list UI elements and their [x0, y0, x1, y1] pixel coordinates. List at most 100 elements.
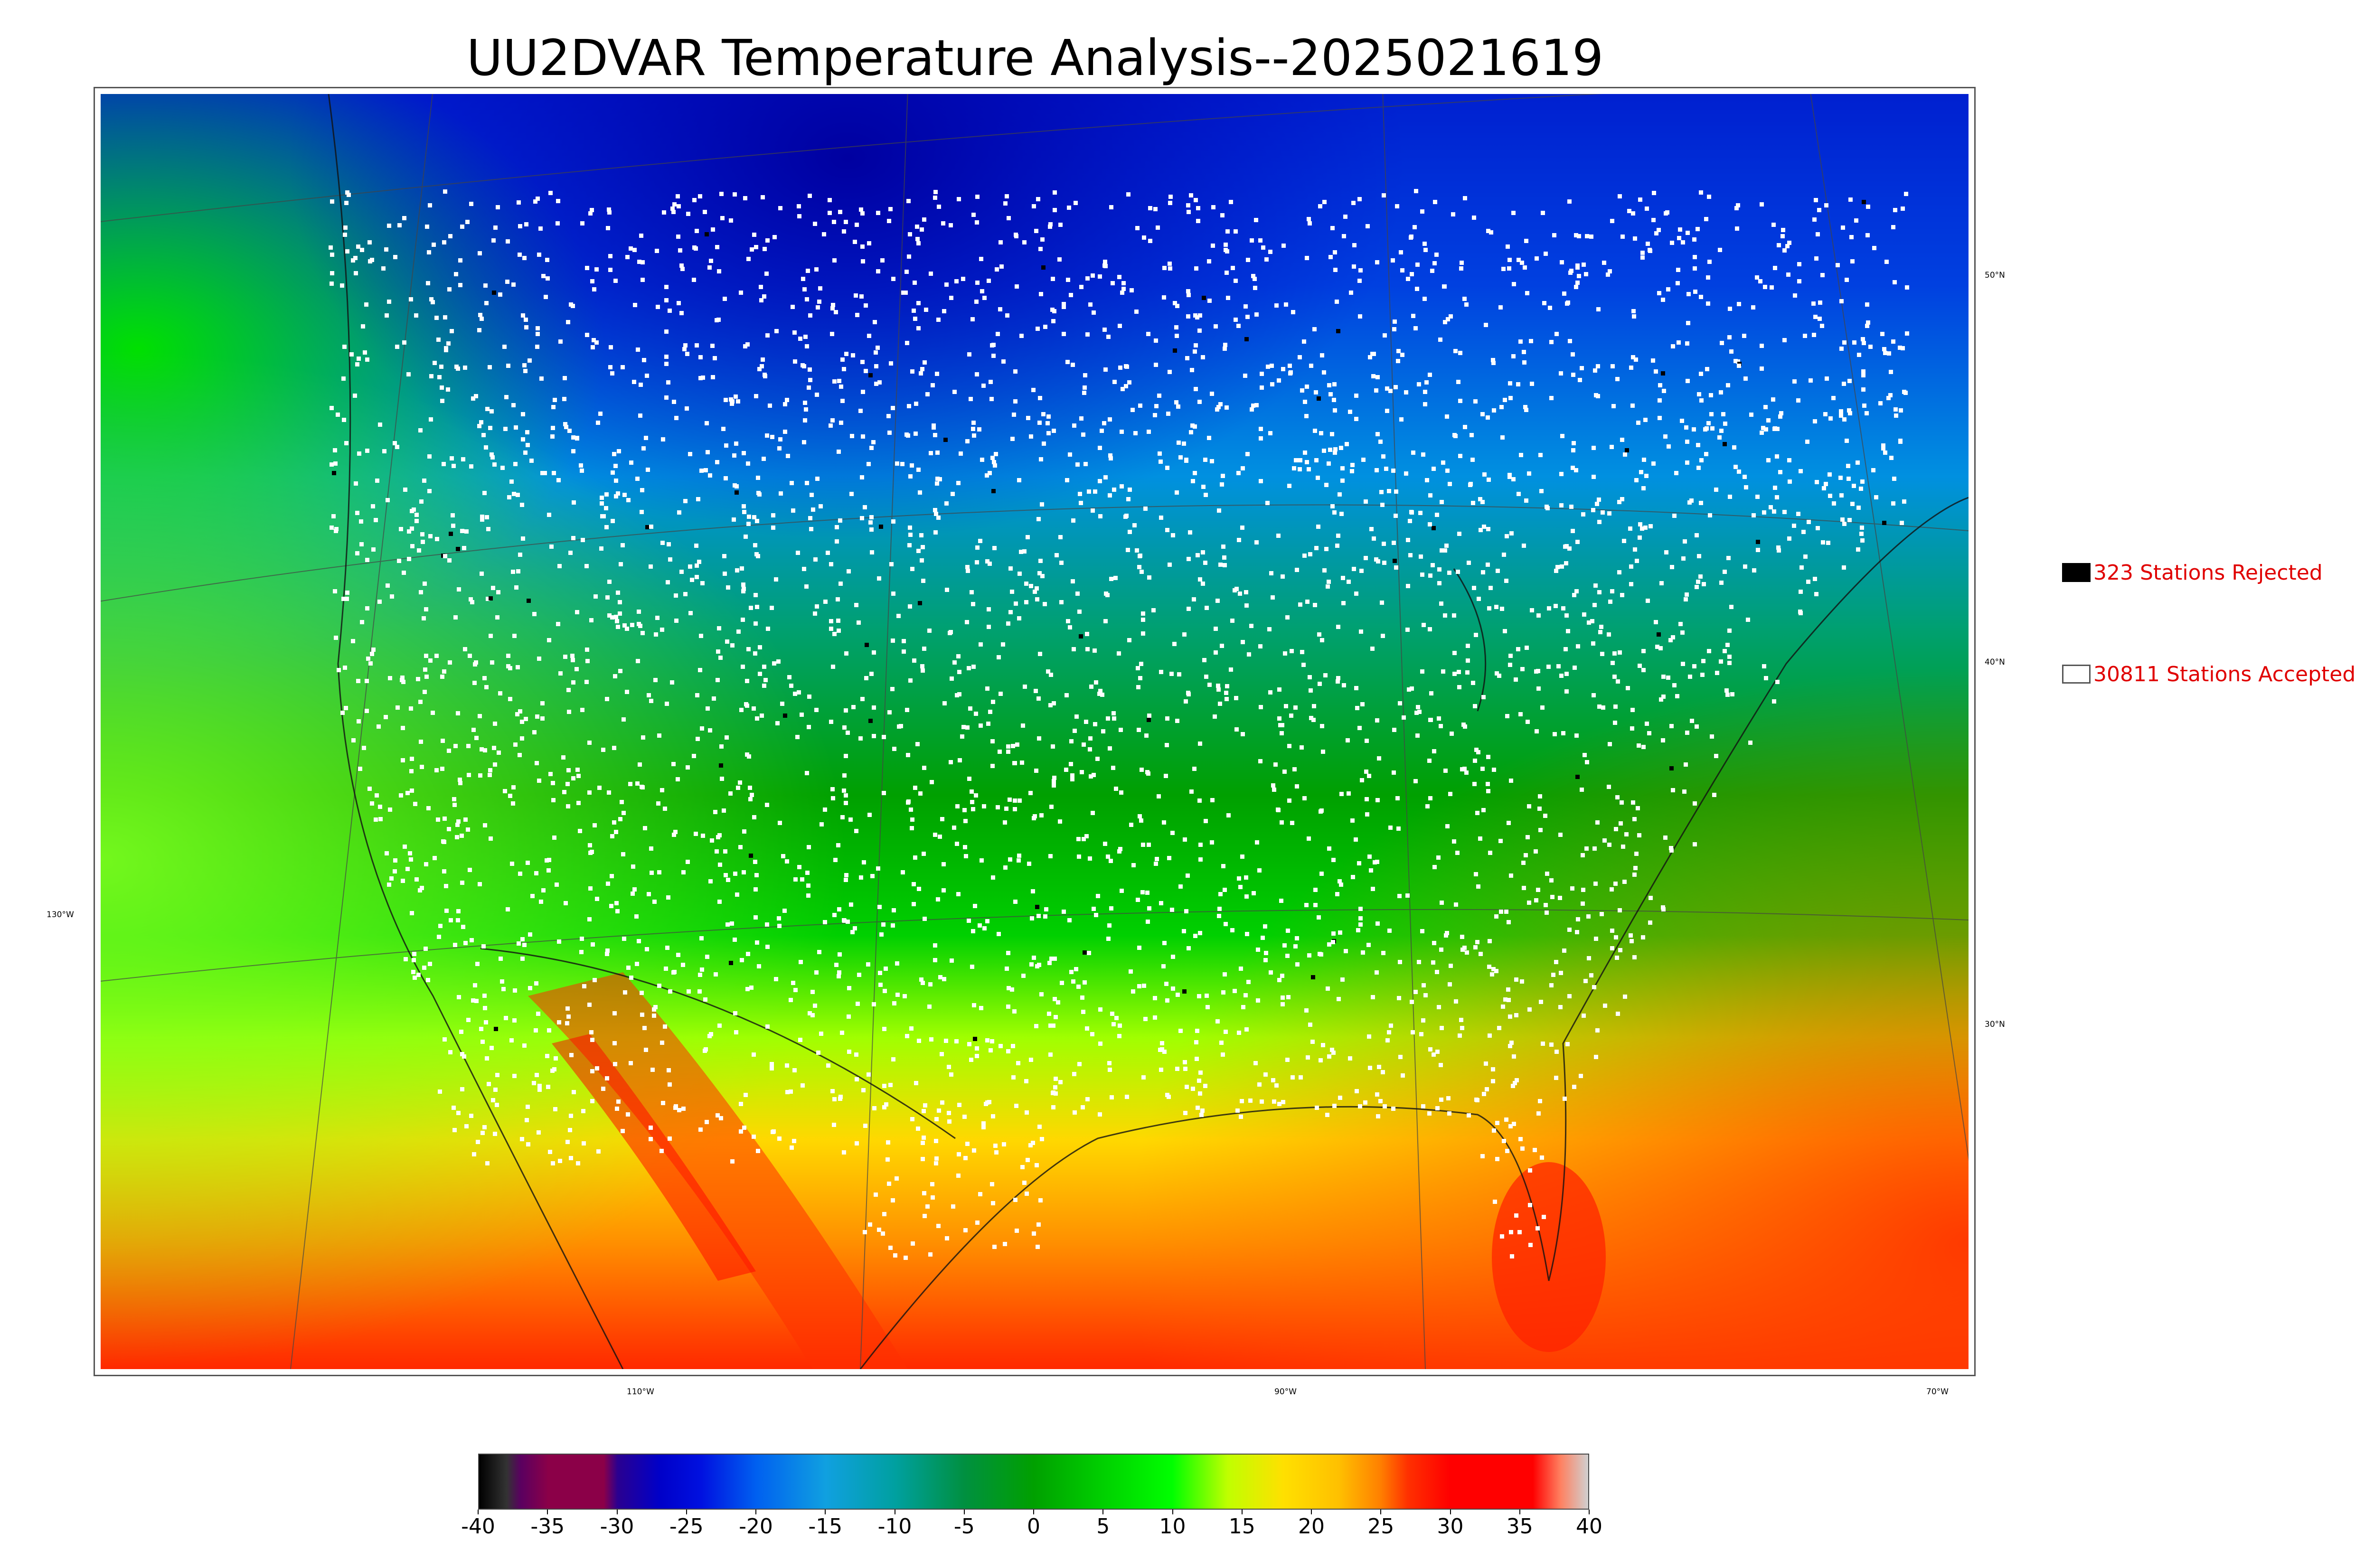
accepted-station-marker	[1866, 320, 1870, 325]
accepted-station-marker	[1060, 981, 1064, 985]
accepted-station-marker	[1357, 861, 1361, 865]
accepted-station-marker	[826, 551, 830, 555]
accepted-station-marker	[1198, 313, 1202, 318]
accepted-station-marker	[922, 852, 926, 856]
accepted-station-marker	[768, 404, 772, 408]
accepted-station-marker	[745, 987, 750, 991]
accepted-station-marker	[1736, 359, 1740, 364]
accepted-station-marker	[1282, 770, 1287, 774]
accepted-station-marker	[1062, 302, 1066, 306]
accepted-station-marker	[400, 678, 404, 682]
accepted-station-marker	[472, 1152, 476, 1156]
accepted-station-marker	[873, 320, 877, 324]
accepted-station-marker	[1839, 347, 1844, 351]
accepted-station-marker	[1137, 565, 1141, 569]
accepted-station-marker	[1326, 986, 1330, 991]
accepted-station-marker	[1565, 1042, 1570, 1046]
accepted-station-marker	[1032, 204, 1036, 208]
accepted-station-marker	[1276, 807, 1280, 812]
accepted-station-marker	[853, 926, 857, 930]
accepted-station-marker	[1391, 258, 1395, 263]
accepted-station-marker	[1237, 1031, 1241, 1035]
accepted-station-marker	[1318, 204, 1322, 208]
accepted-station-marker	[910, 826, 914, 830]
accepted-station-marker	[785, 1090, 790, 1094]
accepted-station-marker	[985, 919, 989, 923]
accepted-station-marker	[1465, 670, 1470, 675]
accepted-station-marker	[1592, 846, 1597, 851]
accepted-station-marker	[1354, 837, 1358, 842]
accepted-station-marker	[839, 385, 843, 389]
accepted-station-marker	[1193, 349, 1197, 354]
accepted-station-marker	[572, 1090, 576, 1094]
accepted-station-marker	[1031, 889, 1035, 893]
accepted-station-marker	[762, 684, 766, 688]
accepted-station-marker	[1019, 550, 1023, 554]
accepted-station-marker	[417, 548, 421, 553]
accepted-station-marker	[1659, 697, 1663, 702]
accepted-station-marker	[1137, 728, 1141, 732]
accepted-station-marker	[649, 1126, 653, 1130]
rejected-station-marker	[918, 601, 922, 605]
accepted-station-marker	[807, 385, 811, 390]
accepted-station-marker	[1773, 266, 1777, 270]
accepted-station-marker	[345, 190, 349, 195]
accepted-station-marker	[1345, 442, 1349, 446]
accepted-station-marker	[1264, 951, 1268, 955]
accepted-station-marker	[1040, 1137, 1044, 1141]
accepted-station-marker	[1251, 274, 1255, 278]
accepted-station-marker	[1130, 408, 1135, 412]
accepted-station-marker	[1480, 767, 1485, 771]
accepted-station-marker	[1196, 1106, 1200, 1110]
accepted-station-marker	[1356, 928, 1360, 932]
rejected-station-marker	[1669, 766, 1674, 770]
accepted-station-marker	[1053, 957, 1057, 961]
accepted-station-marker	[1649, 524, 1653, 528]
accepted-station-marker	[1658, 646, 1663, 650]
accepted-station-marker	[660, 788, 664, 792]
accepted-station-marker	[1153, 996, 1157, 1000]
accepted-station-marker	[1807, 520, 1811, 524]
accepted-station-marker	[1332, 1104, 1337, 1108]
accepted-station-marker	[1524, 239, 1528, 243]
accepted-station-marker	[384, 715, 388, 719]
accepted-station-marker	[1006, 621, 1010, 626]
accepted-station-marker	[817, 300, 821, 304]
accepted-station-marker	[358, 767, 362, 771]
accepted-station-marker	[1128, 488, 1132, 492]
accepted-station-marker	[1141, 843, 1145, 847]
accepted-station-marker	[1026, 416, 1030, 420]
accepted-station-marker	[1460, 261, 1464, 265]
accepted-station-marker	[988, 471, 992, 475]
accepted-station-marker	[1766, 418, 1771, 423]
accepted-station-marker	[940, 817, 944, 821]
accepted-station-marker	[471, 998, 475, 1003]
accepted-station-marker	[1187, 210, 1191, 214]
accepted-station-marker	[1258, 238, 1262, 243]
accepted-station-marker	[802, 440, 806, 444]
accepted-station-marker	[1677, 340, 1681, 345]
accepted-station-marker	[470, 938, 474, 942]
accepted-station-marker	[1714, 754, 1718, 758]
accepted-station-marker	[1203, 458, 1207, 462]
rejected-station-marker	[729, 961, 733, 965]
accepted-station-marker	[991, 354, 996, 358]
accepted-station-marker	[1828, 472, 1832, 477]
accepted-station-marker	[1331, 940, 1335, 944]
accepted-station-marker	[1006, 951, 1010, 955]
accepted-station-marker	[1054, 1077, 1058, 1081]
accepted-station-marker	[1264, 257, 1269, 262]
accepted-station-marker	[837, 974, 841, 978]
accepted-station-marker	[936, 516, 941, 520]
accepted-station-marker	[1441, 460, 1445, 465]
accepted-station-marker	[927, 629, 932, 633]
accepted-station-marker	[1410, 686, 1414, 691]
accepted-station-marker	[1186, 873, 1190, 878]
accepted-station-marker	[1364, 499, 1368, 504]
accepted-station-marker	[1756, 548, 1760, 552]
accepted-station-marker	[1554, 604, 1558, 608]
accepted-station-marker	[1657, 228, 1661, 232]
accepted-station-marker	[1085, 1097, 1090, 1101]
accepted-station-marker	[1577, 274, 1581, 278]
accepted-station-marker	[1435, 970, 1439, 974]
